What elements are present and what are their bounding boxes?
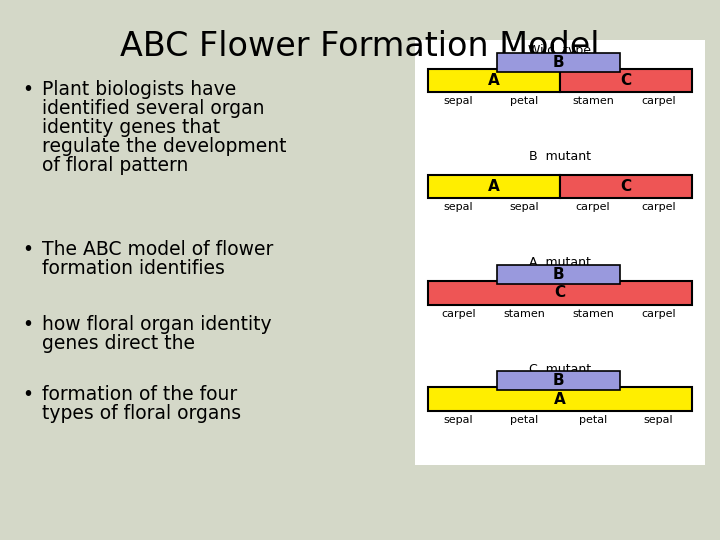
- Text: sepal: sepal: [444, 202, 474, 212]
- Text: C: C: [620, 179, 631, 194]
- Text: A: A: [488, 73, 500, 88]
- Text: carpel: carpel: [642, 202, 676, 212]
- Text: A  mutant: A mutant: [529, 256, 591, 269]
- Text: identity genes that: identity genes that: [42, 118, 220, 137]
- Text: genes direct the: genes direct the: [42, 334, 195, 353]
- Text: •: •: [22, 80, 33, 99]
- Bar: [428, 387, 691, 411]
- Text: B  mutant: B mutant: [529, 150, 591, 163]
- Text: C: C: [620, 73, 631, 88]
- Bar: [428, 281, 691, 305]
- Text: of floral pattern: of floral pattern: [42, 156, 189, 175]
- Text: regulate the development: regulate the development: [42, 137, 287, 156]
- Bar: [497, 265, 621, 284]
- Bar: [560, 69, 691, 92]
- Text: how floral organ identity: how floral organ identity: [42, 315, 271, 334]
- Text: sepal: sepal: [510, 202, 539, 212]
- Text: stamen: stamen: [572, 96, 614, 106]
- Text: carpel: carpel: [575, 202, 610, 212]
- Text: •: •: [22, 385, 33, 404]
- Bar: [415, 40, 705, 465]
- Text: •: •: [22, 240, 33, 259]
- Text: Wild  type: Wild type: [528, 44, 592, 57]
- Text: B: B: [553, 55, 564, 70]
- Text: carpel: carpel: [642, 96, 676, 106]
- Text: sepal: sepal: [644, 415, 673, 425]
- Text: petal: petal: [510, 415, 539, 425]
- Text: stamen: stamen: [572, 308, 614, 319]
- Text: formation identifies: formation identifies: [42, 259, 225, 278]
- Text: carpel: carpel: [441, 308, 476, 319]
- Text: B: B: [553, 373, 564, 388]
- Text: •: •: [22, 315, 33, 334]
- Text: A: A: [554, 392, 566, 407]
- Text: types of floral organs: types of floral organs: [42, 404, 241, 423]
- Text: sepal: sepal: [444, 96, 474, 106]
- Text: carpel: carpel: [642, 308, 676, 319]
- Text: sepal: sepal: [444, 415, 474, 425]
- Bar: [560, 175, 691, 198]
- Bar: [428, 69, 560, 92]
- Text: petal: petal: [510, 96, 539, 106]
- Text: formation of the four: formation of the four: [42, 385, 238, 404]
- Text: C  mutant: C mutant: [529, 363, 591, 376]
- Text: Plant biologists have: Plant biologists have: [42, 80, 236, 99]
- Text: petal: petal: [579, 415, 607, 425]
- Bar: [497, 372, 621, 390]
- Text: stamen: stamen: [503, 308, 545, 319]
- Text: C: C: [554, 285, 566, 300]
- Text: The ABC model of flower: The ABC model of flower: [42, 240, 274, 259]
- Bar: [428, 175, 560, 198]
- Text: identified several organ: identified several organ: [42, 99, 264, 118]
- Text: B: B: [553, 267, 564, 282]
- Bar: [497, 52, 621, 72]
- Text: A: A: [488, 179, 500, 194]
- Text: ABC Flower Formation Model: ABC Flower Formation Model: [120, 30, 600, 63]
